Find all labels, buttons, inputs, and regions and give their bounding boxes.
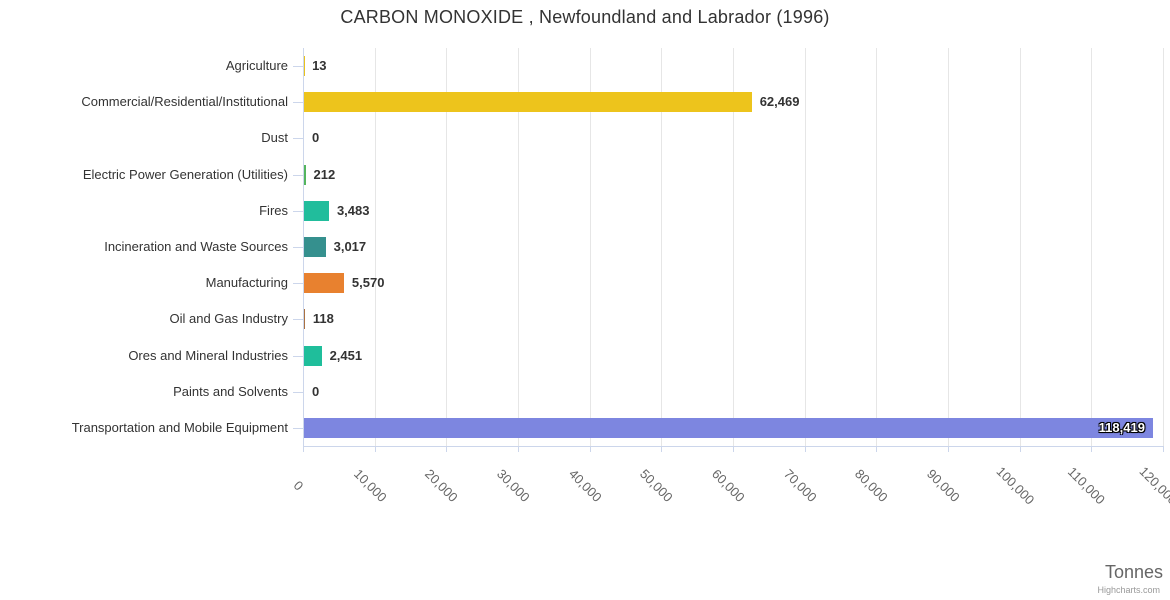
- y-axis-tick: [293, 138, 303, 140]
- x-axis-tick: [1091, 446, 1093, 452]
- x-gridline: [1163, 48, 1164, 446]
- x-axis-tick-label: 10,000: [350, 466, 390, 505]
- x-gridline: [661, 48, 663, 446]
- x-axis-tick: [446, 446, 448, 452]
- y-axis-tick: [293, 66, 303, 68]
- x-gridline: [1019, 48, 1021, 446]
- value-label: 212: [313, 166, 336, 182]
- value-label: 0: [312, 383, 320, 399]
- value-label: 62,469: [759, 94, 800, 110]
- category-label: Commercial/Residential/Institutional: [81, 94, 288, 110]
- bar[interactable]: [304, 200, 329, 221]
- x-axis-tick: [948, 446, 949, 452]
- x-axis-tick-label: 100,000: [993, 463, 1037, 508]
- x-axis-tick: [589, 446, 591, 452]
- y-axis-tick: [293, 210, 303, 212]
- x-gridline: [876, 48, 878, 446]
- value-label: 3,483: [336, 202, 370, 218]
- x-axis-tick-label: 90,000: [923, 466, 963, 505]
- x-gridline: [446, 48, 448, 446]
- x-gridline: [733, 48, 734, 446]
- bar[interactable]: [304, 417, 1153, 438]
- bar[interactable]: [304, 164, 306, 185]
- x-axis-tick: [1163, 446, 1164, 452]
- y-axis-tick: [293, 174, 303, 176]
- y-axis-tick: [293, 319, 303, 321]
- x-axis-tick-label: 120,000: [1136, 463, 1170, 508]
- value-label: 118,419: [1098, 419, 1145, 435]
- x-axis-tick: [733, 446, 734, 452]
- x-axis-tick: [876, 446, 878, 452]
- value-label: 3,017: [333, 239, 367, 254]
- highcharts-credits-link[interactable]: Highcharts.com: [1097, 585, 1160, 595]
- value-label: 5,570: [351, 275, 385, 291]
- y-axis-tick: [293, 391, 303, 393]
- y-axis-tick: [293, 427, 303, 429]
- x-axis-tick-label: 60,000: [708, 466, 748, 505]
- category-label: Manufacturing: [205, 275, 288, 291]
- x-axis-tick-label: 40,000: [565, 466, 605, 505]
- x-axis-tick: [374, 446, 376, 452]
- category-label: Incineration and Waste Sources: [104, 239, 288, 254]
- x-axis-tick-label: 30,000: [493, 466, 533, 505]
- value-label: 0: [312, 130, 320, 146]
- x-axis-tick-label: 70,000: [780, 466, 820, 505]
- x-gridline: [374, 48, 376, 446]
- bar[interactable]: [304, 273, 344, 294]
- x-axis-tick: [804, 446, 806, 452]
- value-label: 13: [312, 58, 327, 74]
- x-gridline: [1091, 48, 1093, 446]
- x-axis-title: Tonnes: [1104, 562, 1163, 582]
- x-axis-tick-label: 80,000: [852, 466, 892, 505]
- bar[interactable]: [304, 345, 322, 366]
- bar[interactable]: [304, 309, 305, 330]
- y-axis-tick: [293, 247, 303, 248]
- category-label: Dust: [261, 130, 288, 146]
- bar[interactable]: [304, 237, 326, 257]
- y-axis-tick: [293, 283, 303, 285]
- x-axis-tick: [303, 446, 304, 452]
- x-axis-tick-label: 0: [290, 477, 307, 494]
- bar[interactable]: [304, 92, 752, 113]
- x-axis-tick: [1019, 446, 1021, 452]
- value-label: 118: [312, 311, 334, 327]
- y-axis-tick: [293, 355, 303, 357]
- x-axis-line: [303, 446, 1163, 447]
- category-label: Agriculture: [225, 58, 288, 74]
- x-axis-tick-label: 50,000: [637, 466, 677, 505]
- y-axis-line: [303, 48, 304, 446]
- chart-title: CARBON MONOXIDE , Newfoundland and Labra…: [340, 7, 830, 27]
- category-label: Electric Power Generation (Utilities): [82, 166, 288, 182]
- category-label: Fires: [259, 202, 288, 218]
- x-gridline: [948, 48, 949, 446]
- x-axis-tick: [518, 446, 519, 452]
- category-label: Paints and Solvents: [173, 383, 288, 399]
- y-axis-tick: [293, 102, 303, 104]
- value-label: 2,451: [329, 347, 363, 363]
- x-axis-tick-label: 110,000: [1065, 464, 1109, 508]
- x-axis-tick-label: 20,000: [422, 466, 462, 505]
- x-gridline: [804, 48, 806, 446]
- category-label: Ores and Mineral Industries: [128, 347, 288, 363]
- category-label: Transportation and Mobile Equipment: [71, 419, 288, 435]
- x-gridline: [518, 48, 519, 446]
- x-gridline: [589, 48, 591, 446]
- category-label: Oil and Gas Industry: [169, 311, 289, 327]
- x-axis-tick: [661, 446, 663, 452]
